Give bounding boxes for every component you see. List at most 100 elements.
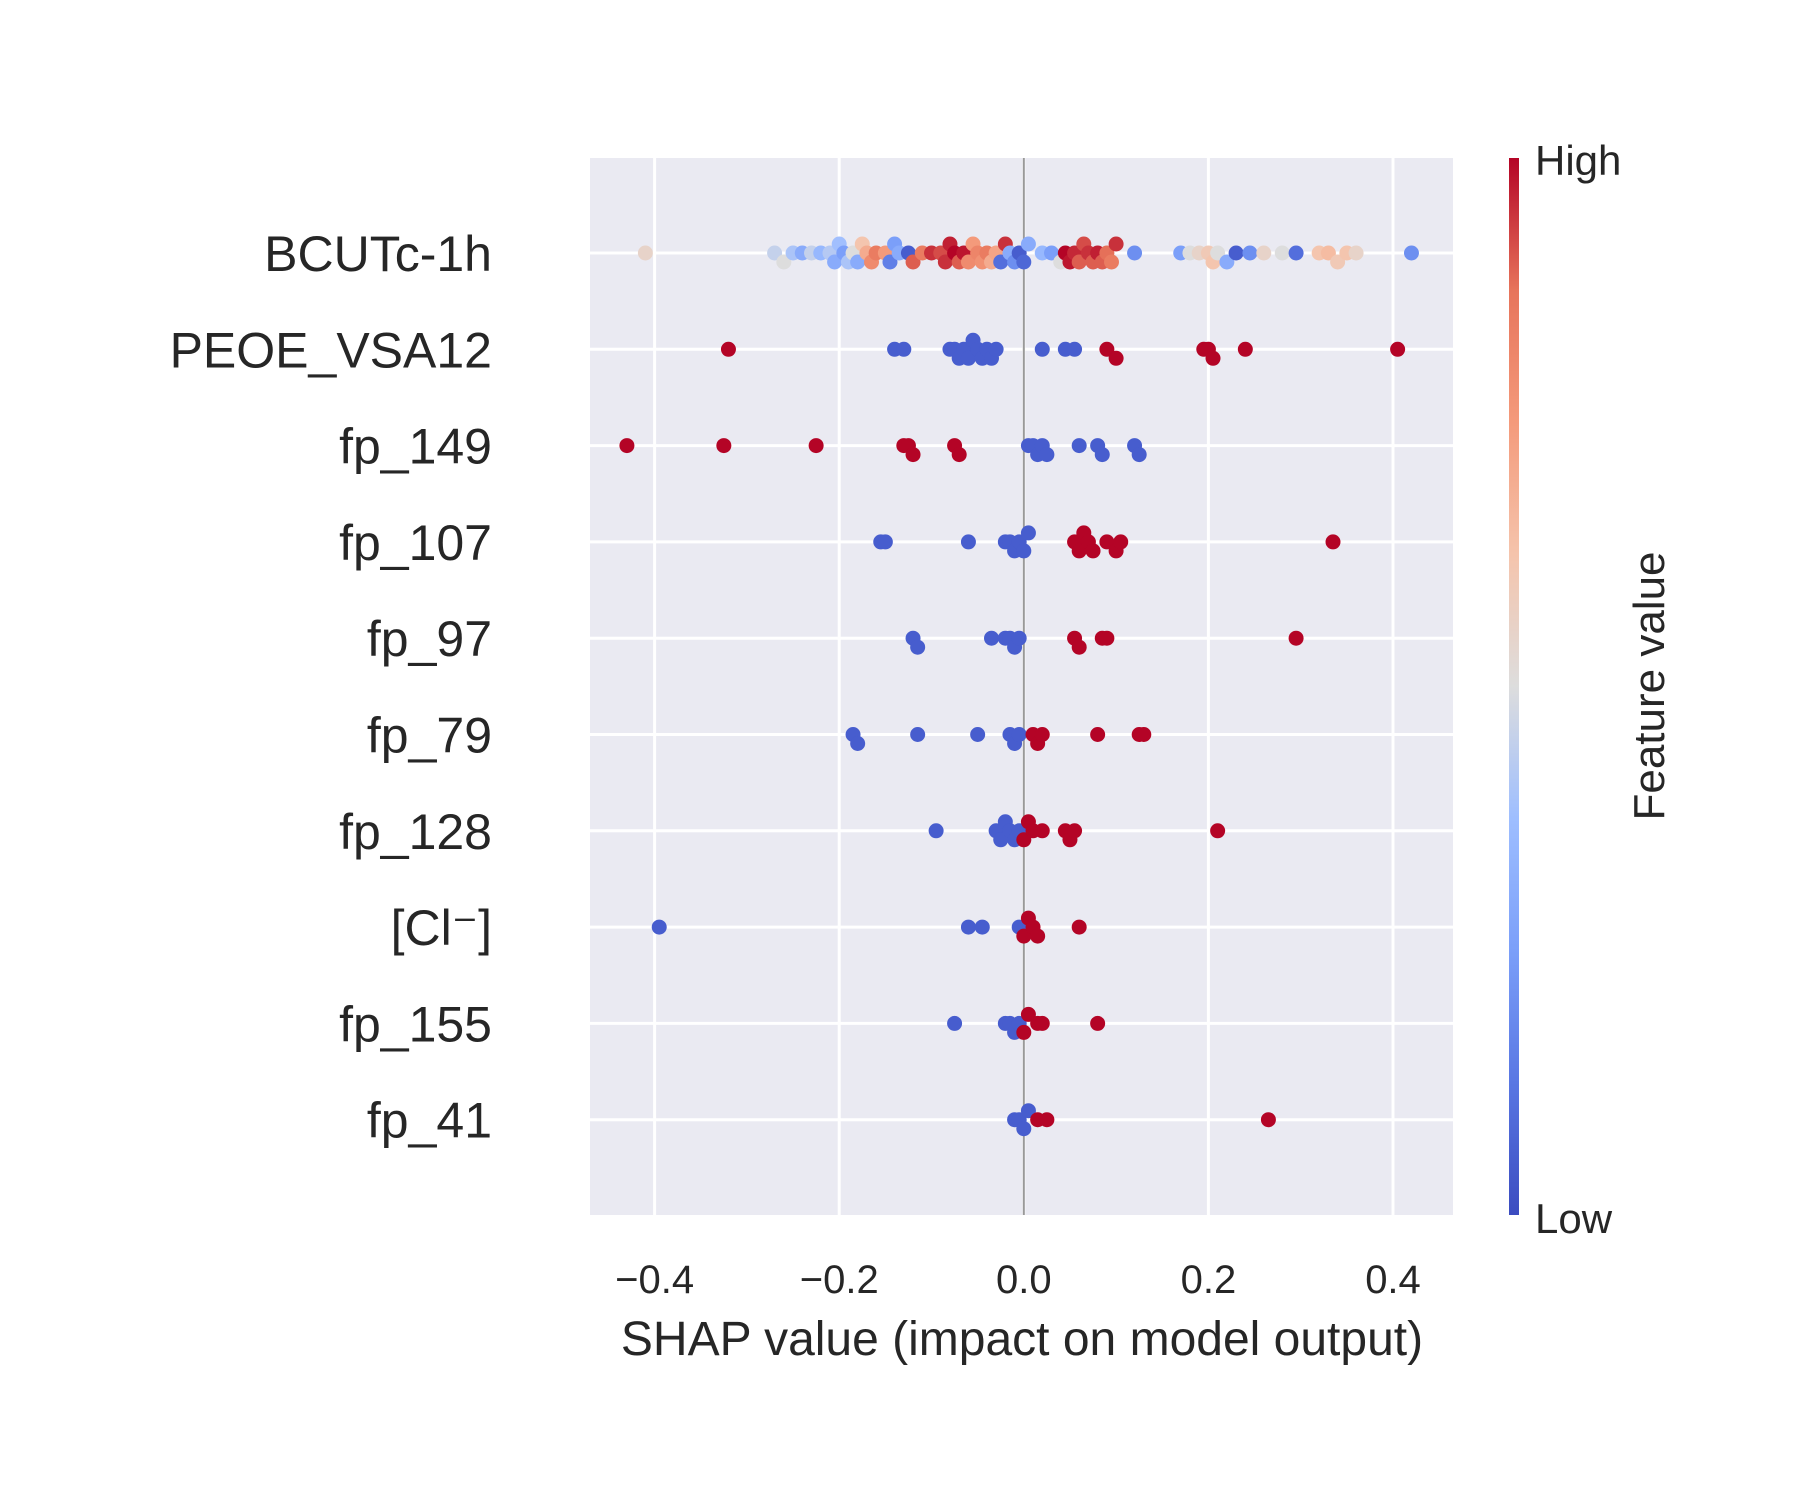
shap-point: [960, 919, 976, 935]
shap-point: [1348, 245, 1364, 261]
shap-point: [937, 254, 953, 270]
shap-point: [720, 341, 736, 357]
shap-point: [1219, 254, 1235, 270]
shap-point: [1039, 1112, 1055, 1128]
shap-point: [619, 438, 635, 454]
shap-point: [905, 254, 921, 270]
shap-point: [928, 823, 944, 839]
shap-point: [850, 254, 866, 270]
shap-point: [1256, 245, 1272, 261]
shap-point: [905, 447, 921, 463]
shap-point: [993, 832, 1009, 848]
shap-point: [1288, 630, 1304, 646]
plot-background: [590, 158, 1453, 1215]
x-tick-label: −0.4: [615, 1258, 694, 1302]
shap-point: [1205, 350, 1221, 366]
shap-point: [1034, 1015, 1050, 1031]
shap-point: [1108, 350, 1124, 366]
shap-point: [1016, 543, 1032, 559]
feature-label: fp_97: [367, 611, 492, 667]
shap-point: [1034, 727, 1050, 742]
colorbar-title: Feature value: [1625, 551, 1674, 820]
shap-point: [1103, 254, 1119, 270]
x-tick-label: −0.2: [800, 1258, 879, 1302]
shap-point: [1039, 447, 1055, 463]
shap-point: [1242, 245, 1258, 261]
shap-point: [1094, 447, 1110, 463]
shap-point: [1099, 341, 1115, 357]
shap-point: [1390, 341, 1406, 357]
shap-point: [960, 350, 976, 366]
shap-point: [1016, 1024, 1032, 1040]
shap-point: [970, 727, 986, 742]
colorbar: [1509, 158, 1519, 1215]
shap-point: [960, 254, 976, 270]
shap-point: [1330, 254, 1346, 270]
shap-point: [984, 630, 1000, 646]
shap-point: [988, 341, 1004, 357]
shap-point: [767, 245, 783, 261]
shap-point: [1090, 727, 1106, 742]
shap-point: [1067, 341, 1083, 357]
shap-point: [882, 254, 898, 270]
shap-point: [1034, 823, 1050, 839]
shap-point: [1113, 534, 1129, 550]
feature-label: fp_107: [339, 515, 492, 571]
shap-point: [1210, 245, 1226, 261]
shap-point: [651, 919, 667, 935]
shap-point: [877, 534, 893, 550]
colorbar-high-label: High: [1535, 137, 1621, 184]
feature-label: BCUTc-1h: [264, 226, 492, 282]
shap-point: [1020, 236, 1036, 252]
shap-point: [850, 736, 866, 751]
feature-labels: BCUTc-1h PEOE_VSA12 fp_149 fp_107 fp_97 fp_79…: [170, 226, 492, 1149]
shap-point: [1099, 534, 1115, 550]
shap-point: [1099, 630, 1115, 646]
shap-point: [1085, 543, 1101, 559]
shap-point: [947, 1015, 963, 1031]
feature-label: fp_128: [339, 804, 492, 860]
shap-point: [1108, 236, 1124, 252]
shap-point: [1210, 823, 1226, 839]
shap-point: [1030, 928, 1046, 944]
shap-point: [960, 534, 976, 550]
shap-point: [1016, 254, 1032, 270]
shap-point: [1090, 1015, 1106, 1031]
x-axis-title: SHAP value (impact on model output): [621, 1313, 1423, 1366]
data-points: [619, 236, 1419, 1137]
shap-point: [1325, 534, 1341, 550]
shap-point: [1403, 245, 1419, 261]
shap-point: [1016, 832, 1032, 848]
shap-point: [1016, 1121, 1032, 1137]
shap-point: [827, 254, 843, 270]
shap-point: [1067, 823, 1083, 839]
shap-point: [1071, 254, 1087, 270]
x-tick-labels: −0.4 −0.2 0.0 0.2 0.4: [615, 1258, 1421, 1302]
shap-point: [1034, 341, 1050, 357]
shap-point: [1071, 438, 1087, 454]
feature-label: PEOE_VSA12: [170, 322, 492, 378]
x-tick-label: 0.4: [1365, 1258, 1421, 1302]
feature-label: fp_149: [339, 419, 492, 475]
shap-point: [974, 919, 990, 935]
shap-point: [1288, 245, 1304, 261]
shap-point: [1127, 245, 1143, 261]
shap-point: [1020, 525, 1036, 541]
shap-point: [896, 341, 912, 357]
shap-point: [951, 447, 967, 463]
feature-label: [Cl⁻]: [391, 900, 492, 956]
x-tick-label: 0.0: [996, 1258, 1052, 1302]
feature-label: fp_79: [367, 708, 492, 764]
shap-point: [993, 254, 1009, 270]
shap-point: [1016, 928, 1032, 944]
shap-point: [1228, 245, 1244, 261]
shap-point: [910, 727, 926, 742]
shap-point: [1136, 727, 1152, 742]
shap-point: [808, 438, 824, 454]
shap-point: [1320, 245, 1336, 261]
shap-point: [1020, 1103, 1036, 1119]
feature-label: fp_41: [367, 1093, 492, 1149]
shap-point: [1071, 919, 1087, 935]
shap-point: [910, 639, 926, 655]
